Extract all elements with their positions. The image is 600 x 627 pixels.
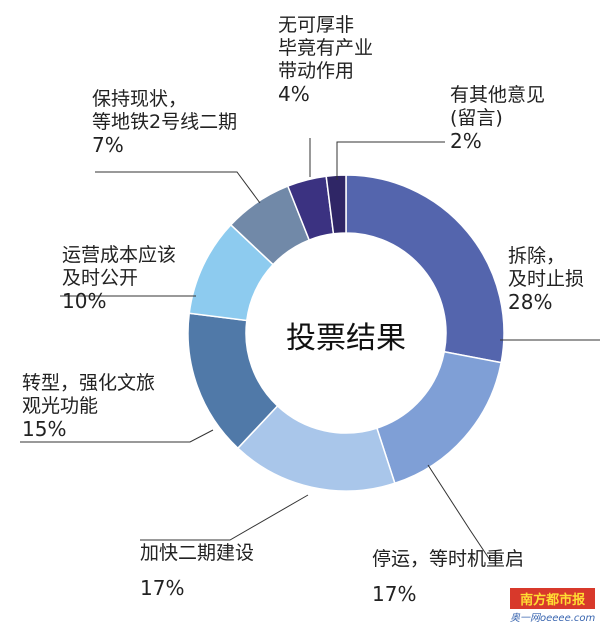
slice-label-5: 保持现状， 等地铁2号线二期 7% <box>92 88 237 157</box>
slice-label-text: 观光功能 <box>22 395 99 417</box>
leader-line-3 <box>20 429 214 443</box>
slice-percent-label: 15% <box>22 417 67 441</box>
donut-slice-1 <box>375 350 503 485</box>
slice-label-text: 毕竟有产业 <box>278 37 374 59</box>
slice-label-text: 等地铁2号线二期 <box>92 111 238 133</box>
slice-label-text: 有其他意见 <box>450 84 546 106</box>
slice-label-1: 停运，等时机重启 17% <box>372 548 524 606</box>
slice-label-text: (留言) <box>450 107 503 129</box>
chart-title: 投票结果 <box>286 321 406 356</box>
slice-label-text: 停运，等时机重启 <box>372 548 525 570</box>
slice-percent-label: 17% <box>140 576 185 600</box>
slice-label-text: 运营成本应该 <box>62 244 177 266</box>
leader-line-2 <box>140 494 309 541</box>
slice-label-text: 及时公开 <box>62 267 139 289</box>
slice-percent-label: 10% <box>62 289 107 313</box>
slice-label-0: 拆除， 及时止损 28% <box>508 245 584 314</box>
slice-label-4: 运营成本应该 及时公开 10% <box>62 244 176 313</box>
slice-percent-label: 4% <box>278 82 310 106</box>
slice-label-text: 加快二期建设 <box>140 542 255 564</box>
slice-label-text: 无可厚非 <box>278 14 355 36</box>
slice-label-2: 加快二期建设 17% <box>140 542 254 600</box>
leader-line-1 <box>427 464 491 561</box>
slice-label-text: 保持现状， <box>92 88 188 110</box>
slice-label-text: 转型，强化文旅 <box>22 372 156 394</box>
slice-label-7: 有其他意见 (留言) 2% <box>450 84 545 153</box>
slice-label-3: 转型，强化文旅 观光功能 15% <box>22 372 155 441</box>
slice-percent-label: 2% <box>450 129 482 153</box>
leader-line-7 <box>336 141 445 180</box>
slice-percent-label: 17% <box>372 582 417 606</box>
donut-slice-7 <box>325 174 347 235</box>
slice-label-text: 带动作用 <box>278 60 355 82</box>
slice-label-text: 拆除， <box>508 245 566 267</box>
watermark-logo: 南方都市报 奥一网oeeee.com <box>510 588 596 624</box>
slice-label-6: 无可厚非 毕竟有产业 带动作用 4% <box>278 14 373 106</box>
donut-slice-0 <box>345 174 505 364</box>
slice-percent-label: 28% <box>508 290 553 314</box>
slice-percent-label: 7% <box>92 133 124 157</box>
leader-line-5 <box>95 171 261 204</box>
slice-label-text: 及时止损 <box>508 268 585 290</box>
